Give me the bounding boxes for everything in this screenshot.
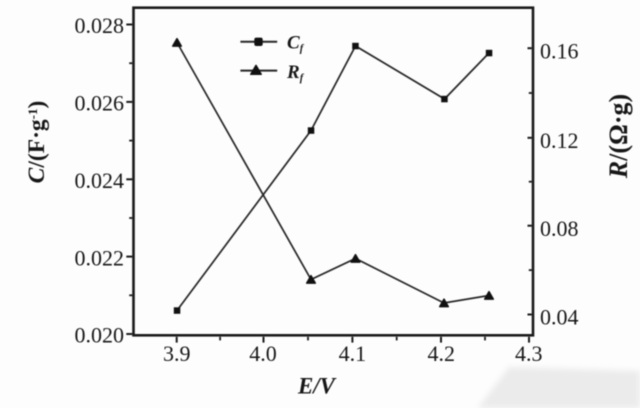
svg-text:E/V: E/V — [297, 374, 337, 399]
svg-text:R/(Ω·g): R/(Ω·g) — [604, 94, 633, 179]
svg-text:0.04: 0.04 — [540, 305, 579, 330]
svg-text:0.020: 0.020 — [75, 323, 125, 348]
svg-text:3.9: 3.9 — [163, 341, 191, 366]
svg-text:Rf: Rf — [286, 62, 305, 84]
svg-text:0.08: 0.08 — [540, 216, 579, 241]
svg-text:0.12: 0.12 — [540, 128, 579, 153]
svg-text:4.1: 4.1 — [339, 341, 367, 366]
svg-text:0.026: 0.026 — [75, 91, 125, 116]
svg-text:0.028: 0.028 — [75, 13, 125, 38]
svg-text:0.16: 0.16 — [540, 38, 579, 63]
svg-text:4.2: 4.2 — [428, 341, 456, 366]
svg-text:Cf: Cf — [287, 33, 305, 55]
svg-text:0.022: 0.022 — [75, 245, 125, 270]
svg-text:4.3: 4.3 — [515, 341, 543, 366]
svg-text:4.0: 4.0 — [249, 341, 277, 366]
svg-text:0.024: 0.024 — [75, 168, 125, 193]
svg-text:C/(F·g-1): C/(F·g-1) — [24, 101, 50, 184]
